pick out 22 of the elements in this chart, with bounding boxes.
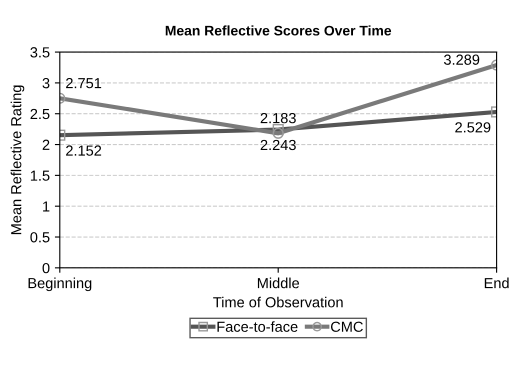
y-axis-title: Mean Reflective Rating bbox=[10, 86, 24, 234]
data-label: 2.183 bbox=[260, 112, 296, 124]
x-axis-title: Time of Observation bbox=[213, 296, 343, 308]
y-tick-label: 1 bbox=[43, 201, 50, 212]
x-tick-label: Beginning bbox=[28, 278, 92, 292]
x-tick-label: End bbox=[484, 278, 509, 288]
y-tick-label: 2.5 bbox=[30, 108, 50, 120]
y-tick-label: 3 bbox=[42, 78, 50, 88]
legend-label: Face-to-face bbox=[217, 321, 298, 332]
data-label: 2.529 bbox=[455, 122, 490, 133]
x-tick-label: Middle bbox=[258, 278, 300, 288]
y-tick-label: 3.5 bbox=[30, 47, 50, 58]
data-label: 2.152 bbox=[66, 145, 102, 156]
data-label: 3.289 bbox=[444, 54, 480, 65]
legend-label: CMC bbox=[330, 322, 363, 332]
data-label: 2.751 bbox=[66, 78, 102, 88]
y-tick-label: 2 bbox=[42, 140, 50, 150]
y-tick-label: 0 bbox=[42, 262, 50, 274]
y-tick-label: 1.5 bbox=[30, 170, 50, 181]
data-label: 2.243 bbox=[260, 140, 296, 150]
chart-title: Mean Reflective Scores Over Time bbox=[166, 25, 392, 36]
y-tick-label: 0.5 bbox=[30, 232, 50, 242]
